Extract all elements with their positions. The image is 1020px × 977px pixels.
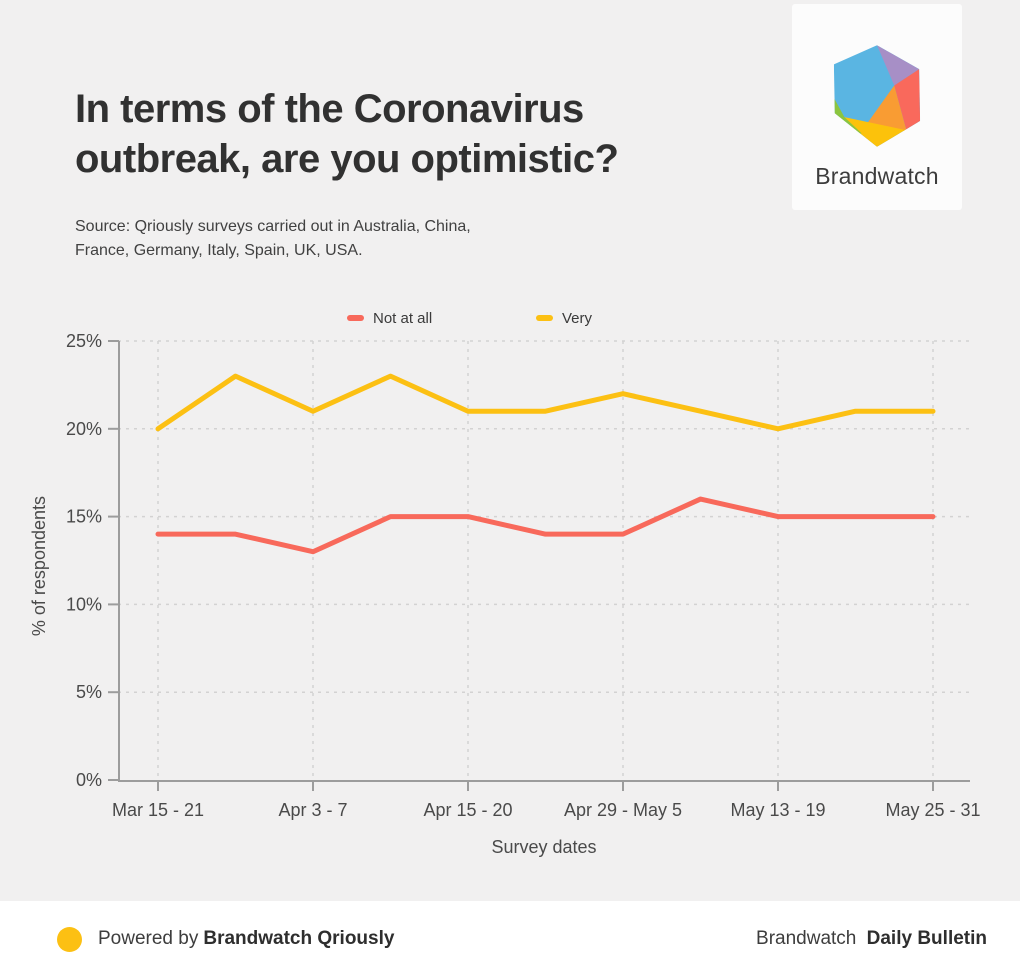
source-note-line2: France, Germany, Italy, Spain, UK, USA. — [75, 242, 363, 259]
page-title-line1: In terms of the Coronavirus — [75, 87, 584, 131]
x-axis-title: Survey dates — [491, 837, 597, 857]
y-tick-label: 5% — [76, 682, 102, 702]
y-tick-label: 0% — [76, 770, 102, 790]
legend-swatch-not-at-all-icon — [347, 315, 364, 321]
powered-by-prefix: Powered by — [98, 928, 199, 949]
x-tick-label: Apr 15 - 20 — [423, 800, 512, 820]
powered-by-dot-icon — [57, 926, 82, 952]
powered-by-text: Powered by Brandwatch Qriously — [57, 926, 395, 952]
bulletin-text: Brandwatch Daily Bulletin — [756, 928, 987, 950]
x-tick-label: Mar 15 - 21 — [112, 800, 204, 820]
series-line-very — [155, 373, 936, 432]
source-note: Source: Qriously surveys carried out in … — [75, 215, 471, 263]
brandwatch-hexagon-icon — [833, 45, 921, 147]
y-tick-label: 25% — [66, 331, 102, 351]
x-tick-label: May 13 - 19 — [730, 800, 825, 820]
legend-swatch-very-icon — [536, 315, 553, 321]
y-tick-label: 10% — [66, 594, 102, 614]
brandwatch-wordmark: Brandwatch — [815, 163, 939, 189]
bulletin-prefix: Brandwatch — [756, 928, 857, 949]
x-tick-label: May 25 - 31 — [885, 800, 980, 820]
powered-by-brand: Brandwatch Qriously — [203, 928, 395, 949]
line-chart: 0% 5% 10% 15% 20% 25% Mar 15 - 21 Apr 3 - 7 Apr … — [66, 331, 981, 820]
y-axis-title: % of respondents — [29, 496, 49, 637]
legend-item-not-at-all: Not at all — [347, 308, 432, 328]
source-note-line1: Source: Qriously surveys carried out in … — [75, 218, 471, 235]
page-title-line2: outbreak, are you optimistic? — [75, 137, 619, 181]
page-title: In terms of the Coronavirus outbreak, ar… — [75, 84, 619, 184]
x-tick-label: Apr 3 - 7 — [278, 800, 347, 820]
y-tick-label: 20% — [66, 419, 102, 439]
y-tick-label: 15% — [66, 507, 102, 527]
footer-bar: Powered by Brandwatch Qriously Brandwatc… — [0, 901, 1020, 977]
legend-label-very: Very — [562, 309, 593, 327]
x-tick-label: Apr 29 - May 5 — [564, 800, 682, 820]
series-line-not-at-all — [155, 496, 936, 555]
brandwatch-logo-card: Brandwatch — [792, 4, 962, 210]
legend-label-not-at-all: Not at all — [373, 309, 433, 327]
bulletin-name: Daily Bulletin — [866, 928, 987, 949]
legend-item-very: Very — [536, 308, 592, 328]
